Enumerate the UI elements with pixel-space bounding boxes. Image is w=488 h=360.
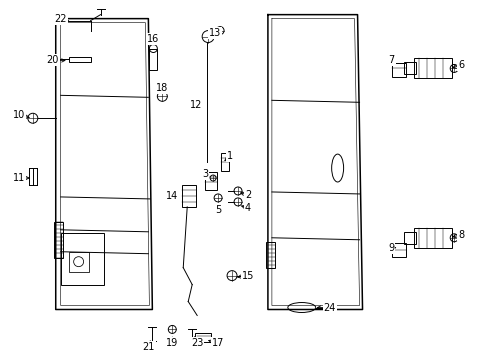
- Bar: [392, 63, 406, 77]
- Text: 15: 15: [241, 271, 254, 281]
- Bar: [54, 222, 62, 258]
- Bar: [404, 62, 415, 75]
- Text: 3: 3: [202, 169, 208, 179]
- Text: 2: 2: [244, 190, 251, 200]
- Text: 17: 17: [211, 338, 224, 348]
- Text: 22: 22: [54, 14, 67, 24]
- Bar: [68, 58, 90, 62]
- Text: 21: 21: [142, 342, 154, 352]
- Bar: [265, 242, 274, 268]
- Text: 18: 18: [156, 84, 168, 93]
- Text: 1: 1: [226, 151, 233, 161]
- Bar: [61, 233, 103, 285]
- Bar: [149, 49, 157, 71]
- Text: 20: 20: [46, 55, 59, 66]
- Text: 11: 11: [13, 173, 25, 183]
- Text: 12: 12: [190, 100, 202, 110]
- Text: 6: 6: [457, 60, 463, 71]
- Bar: [413, 228, 451, 248]
- Text: 8: 8: [457, 230, 463, 240]
- Text: 19: 19: [166, 338, 178, 348]
- Text: 24: 24: [323, 302, 335, 312]
- Text: 16: 16: [147, 33, 159, 44]
- Text: 13: 13: [208, 28, 221, 37]
- Text: 5: 5: [215, 205, 221, 215]
- Text: 7: 7: [387, 55, 394, 66]
- Bar: [205, 172, 217, 190]
- Bar: [392, 243, 406, 257]
- Text: 4: 4: [244, 203, 250, 213]
- Text: 14: 14: [166, 191, 178, 201]
- Bar: [413, 58, 451, 78]
- Bar: [404, 232, 415, 244]
- Text: 23: 23: [191, 338, 203, 348]
- Bar: [195, 333, 211, 342]
- Text: 10: 10: [13, 110, 25, 120]
- Bar: [68, 252, 88, 272]
- Text: 9: 9: [387, 243, 394, 253]
- Bar: [182, 185, 196, 207]
- Bar: [221, 153, 228, 171]
